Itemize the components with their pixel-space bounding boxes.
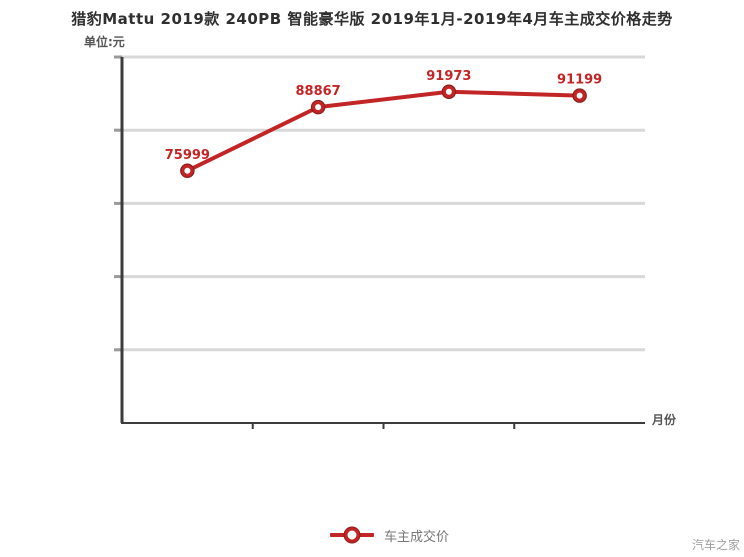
point-marker[interactable]	[312, 101, 325, 114]
point-value-label: 91973	[426, 69, 471, 84]
point-value-label: 75999	[165, 148, 210, 163]
point-marker-outline	[441, 84, 457, 100]
autohome-watermark: 汽车之家	[691, 538, 740, 552]
y-axis-unit-label: 单位:元	[84, 35, 125, 49]
chart-legend: 车主成交价	[330, 524, 449, 546]
point-value-label: 88867	[296, 84, 341, 99]
point-marker-outline	[572, 88, 587, 103]
legend-line-marker-icon	[330, 527, 374, 543]
price-trend-chart: 75999 88867 91973 91199	[114, 55, 645, 429]
point-value-label: 91199	[557, 73, 602, 88]
point-marker[interactable]	[442, 85, 455, 98]
legend-series-label: 车主成交价	[384, 529, 450, 545]
x-axis-label: 月份	[652, 413, 677, 427]
point-marker[interactable]	[573, 89, 586, 102]
legend-point-icon	[344, 527, 360, 543]
chart-title: 猎豹Mattu 2019款 240PB 智能豪华版 2019年1月-2019年4…	[71, 10, 673, 28]
point-marker-outline	[310, 99, 326, 115]
point-marker-outline	[180, 163, 195, 179]
point-marker[interactable]	[181, 164, 194, 177]
series-line	[185, 89, 582, 173]
